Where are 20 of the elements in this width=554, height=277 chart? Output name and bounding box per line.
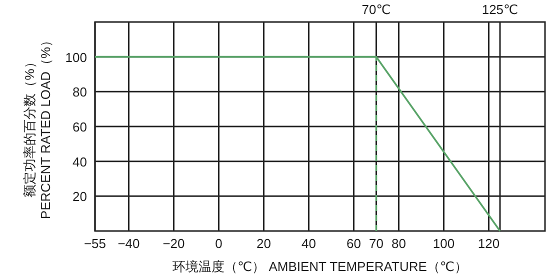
x-tick-label: 40 <box>302 236 316 251</box>
x-tick-label: −40 <box>118 236 140 251</box>
y-tick-label: 20 <box>72 189 87 204</box>
x-tick-label: 80 <box>392 236 406 251</box>
x-axis-title: 环境温度（℃） AMBIENT TEMPERATURE（℃） <box>172 259 468 274</box>
x-tick-label: −20 <box>162 236 185 251</box>
x2-tick-label: 125℃ <box>482 2 518 17</box>
x-tick-label: 0 <box>215 236 222 251</box>
y-tick-label: 80 <box>72 84 87 100</box>
x-tick-label: 60 <box>346 236 361 251</box>
x-tick-label: −55 <box>84 236 106 251</box>
x-tick-label: 20 <box>256 236 271 251</box>
y-tick-label: 60 <box>72 120 87 134</box>
x-tick-label: 120 <box>478 236 500 251</box>
y-tick-label: 40 <box>72 154 87 170</box>
y-tick-label: 100 <box>65 50 87 65</box>
x-tick-label: 100 <box>432 236 455 251</box>
x-tick-label: 70 <box>369 236 384 251</box>
x2-tick-label: 70℃ <box>362 2 391 17</box>
y-axis-title: 额定功率的百分数（%） PERCENT RATED LOAD（%） <box>22 34 53 220</box>
